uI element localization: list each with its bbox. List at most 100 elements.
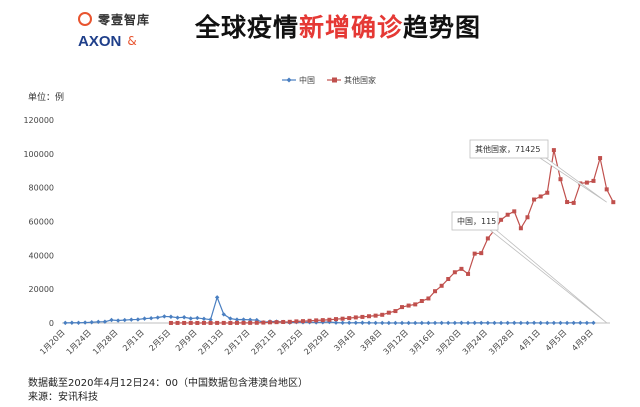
data-point [347, 316, 352, 321]
data-point [281, 319, 286, 324]
data-point [334, 317, 338, 322]
data-point [531, 320, 537, 326]
data-point [538, 320, 543, 326]
x-tick-label: 4月5日 [544, 328, 569, 353]
legend-label: 其他国家 [344, 75, 376, 85]
brand-logo: 零壹智库 AXON & [78, 8, 150, 52]
data-point [234, 320, 239, 325]
data-point [360, 314, 365, 319]
data-point [485, 320, 491, 326]
data-point [234, 317, 240, 322]
data-point [439, 283, 444, 288]
brand-sub-icon: & [127, 34, 137, 48]
data-point [459, 266, 464, 271]
legend-marker [286, 77, 292, 83]
data-point [241, 317, 246, 322]
data-point [320, 318, 325, 323]
data-point [129, 317, 134, 322]
data-point [195, 315, 200, 321]
data-point [327, 317, 332, 322]
x-tick-label: 1月24日 [65, 328, 93, 356]
data-point [426, 296, 431, 301]
data-point [181, 315, 187, 320]
data-point [340, 316, 345, 321]
data-point [102, 319, 108, 324]
data-point [215, 320, 220, 325]
data-point [142, 316, 147, 321]
x-tick-label: 2月17日 [223, 328, 251, 356]
data-point [380, 312, 385, 317]
data-source: 来源：安讯科技 [28, 392, 98, 403]
data-point [426, 320, 431, 326]
x-tick-label: 3月8日 [359, 328, 384, 353]
data-point [228, 316, 233, 321]
data-point [598, 156, 603, 161]
data-point [373, 320, 378, 326]
x-tick-label: 2月9日 [174, 328, 199, 353]
data-point [399, 320, 405, 326]
data-point [565, 200, 570, 205]
data-point [69, 320, 75, 325]
data-point [162, 314, 167, 319]
data-point [545, 320, 550, 326]
data-point [300, 319, 305, 324]
x-tick-label: 3月20日 [434, 328, 462, 356]
x-tick-label: 2月13日 [197, 328, 225, 356]
data-point [373, 313, 378, 318]
data-point [287, 319, 292, 324]
brand-name-en: AXON [78, 32, 122, 50]
data-point [380, 320, 385, 326]
x-tick-label: 2月29日 [302, 328, 330, 356]
data-point [228, 320, 233, 325]
title-highlight: 新增确诊 [299, 13, 404, 42]
data-point [155, 315, 160, 320]
x-tick-label: 3月12日 [382, 328, 410, 356]
data-point [261, 320, 266, 325]
data-point [498, 320, 504, 326]
y-tick-label: 120000 [23, 116, 54, 125]
data-point [591, 320, 596, 326]
data-point [551, 148, 556, 153]
data-point [347, 320, 352, 325]
data-point [208, 317, 213, 322]
data-point [518, 226, 523, 231]
data-point [505, 320, 510, 326]
legend-label: 中国 [299, 75, 315, 85]
data-point [446, 320, 451, 326]
data-point [413, 320, 418, 326]
data-point [472, 251, 477, 256]
page-title: 全球疫情新增确诊趋势图 [195, 8, 481, 44]
data-point [558, 320, 563, 326]
title-part-2: 趋势图 [403, 13, 482, 42]
data-point [241, 320, 246, 325]
data-point [63, 320, 68, 326]
data-point [584, 180, 589, 185]
data-point [221, 312, 226, 317]
y-tick-label: 0 [49, 319, 54, 328]
data-point [82, 320, 88, 325]
data-point [419, 299, 424, 304]
y-tick-label: 100000 [23, 150, 54, 159]
data-point [96, 319, 101, 325]
data-point [604, 187, 609, 192]
data-point [499, 217, 504, 222]
data-point [578, 320, 583, 326]
callout-pointer [538, 157, 607, 203]
data-point [195, 320, 200, 325]
data-point [465, 320, 471, 326]
data-point [505, 212, 510, 217]
data-point [584, 320, 590, 326]
data-point [122, 317, 127, 323]
data-point [247, 317, 253, 323]
data-point [479, 320, 484, 326]
x-tick-label: 3月4日 [332, 328, 357, 353]
y-tick-label: 60000 [29, 218, 54, 227]
data-point [466, 271, 471, 276]
data-point [248, 320, 253, 325]
y-tick-label: 20000 [29, 285, 54, 294]
x-tick-label: 2月25日 [276, 328, 304, 356]
y-tick-label: 40000 [29, 251, 54, 260]
data-point [386, 310, 391, 315]
data-point [400, 305, 405, 310]
